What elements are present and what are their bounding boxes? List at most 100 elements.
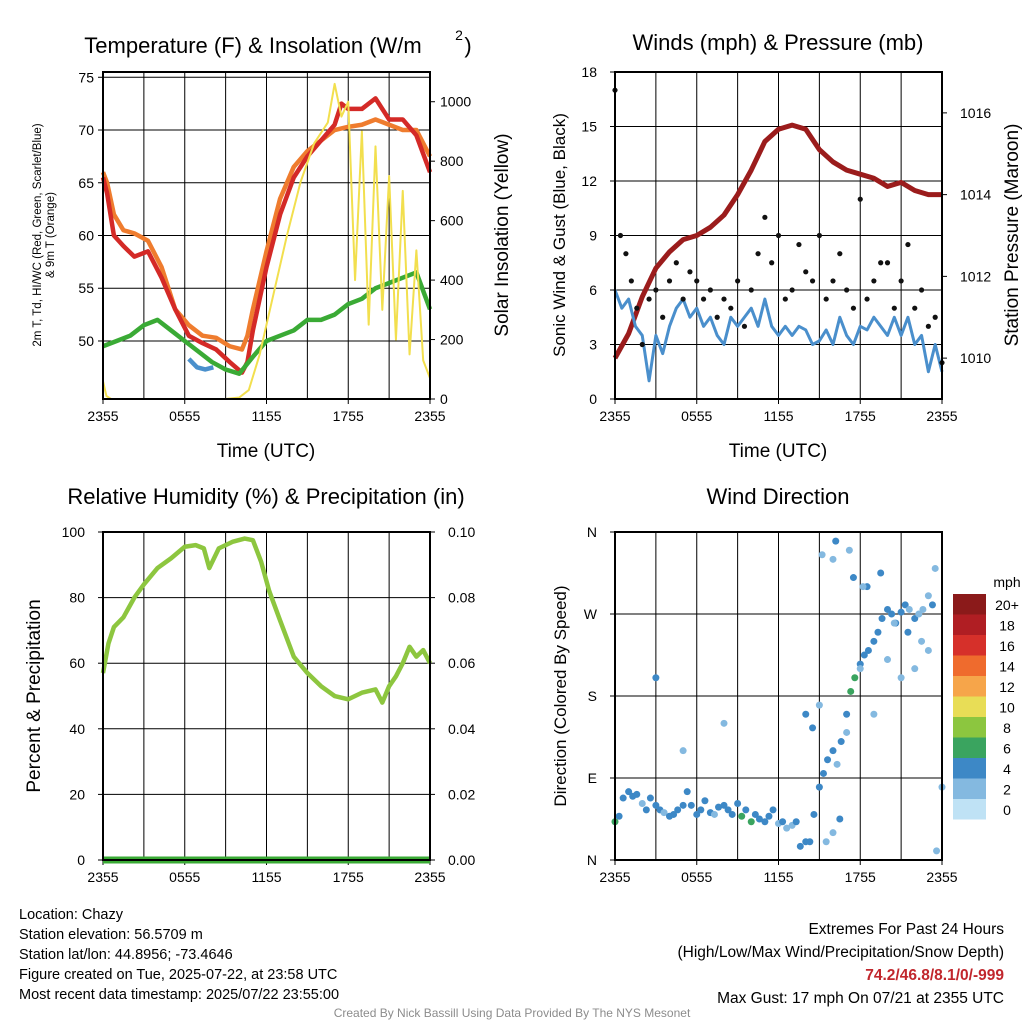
colorbar-swatch	[953, 635, 986, 656]
colorbar-label: 0	[1003, 802, 1011, 818]
temp-x-label: Time (UTC)	[217, 441, 316, 462]
wind-frame	[614, 71, 943, 400]
gust-point	[789, 287, 795, 293]
temp-y2-tick-label: 800	[440, 153, 464, 169]
wind-y-tick-label: 12	[581, 173, 597, 189]
direction-point	[755, 815, 763, 823]
direction-point	[924, 646, 932, 654]
colorbar-swatch	[953, 696, 986, 717]
rh-y-tick-label: 100	[62, 524, 86, 540]
direction-point	[652, 674, 660, 682]
direction-point	[884, 656, 891, 664]
rh-y-tick-label: 60	[69, 655, 85, 671]
direction-point	[619, 794, 627, 802]
gust-point	[735, 278, 741, 284]
wind-x-tick-label: 2355	[599, 408, 630, 424]
direction-point	[633, 790, 641, 798]
gust-point	[762, 214, 768, 220]
dir-y-tick-label: E	[588, 770, 597, 786]
direction-point	[888, 610, 896, 618]
direction-point	[836, 815, 844, 823]
gust-point	[878, 260, 884, 266]
gust-point	[803, 269, 809, 275]
direction-point	[660, 809, 668, 817]
gust-point	[694, 278, 700, 284]
rh-x-tick-label: 2355	[87, 869, 118, 885]
direction-point	[822, 838, 830, 846]
temp-x-tick-label: 1755	[333, 408, 364, 424]
direction-point	[933, 847, 941, 855]
direction-point	[819, 769, 827, 777]
direction-point	[874, 628, 882, 636]
direction-point	[646, 794, 654, 802]
gust-point	[864, 296, 870, 302]
colorbar-label: 8	[1003, 720, 1011, 736]
direction-point	[847, 687, 855, 695]
rh-x-tick-label: 2355	[414, 869, 445, 885]
gust-point	[932, 314, 938, 320]
temp-y-tick-label: 65	[78, 175, 94, 191]
direction-point	[859, 583, 867, 591]
temp-x-tick-label: 0555	[169, 408, 200, 424]
direction-point	[679, 747, 687, 755]
direction-point	[870, 637, 878, 645]
gust-point	[617, 232, 624, 239]
gust-point	[628, 278, 634, 284]
gust-point	[850, 305, 857, 311]
direction-point	[818, 551, 826, 559]
direction-point	[843, 710, 851, 718]
direction-point	[701, 797, 709, 805]
direction-point	[845, 546, 853, 554]
wind-y-tick-label: 0	[589, 391, 597, 407]
gust-point	[646, 296, 652, 302]
extremes-legend: (High/Low/Max Wind/Precipitation/Snow De…	[677, 944, 1005, 961]
gust-point	[898, 278, 904, 284]
wind-y-tick-label: 15	[581, 119, 597, 135]
direction-point	[802, 710, 810, 718]
elevation-text: Station elevation: 56.5709 m	[19, 927, 203, 943]
gust-point	[925, 323, 931, 329]
gust-point	[673, 260, 679, 266]
direction-point	[638, 800, 646, 808]
gust-point	[884, 260, 891, 266]
wind-y-tick-label: 6	[589, 282, 597, 298]
colorbar-label: 2	[1003, 782, 1011, 798]
direction-point	[747, 818, 755, 826]
gust-point	[653, 287, 659, 293]
direction-point	[728, 810, 736, 818]
pressure-line	[612, 122, 942, 360]
direction-point	[897, 674, 905, 682]
direction-point	[878, 615, 886, 623]
dir-x-tick-label: 1155	[763, 869, 793, 885]
direction-point	[693, 810, 701, 818]
temp-title-close: )	[464, 33, 471, 58]
dir-y-label: Direction (Colored By Speed)	[551, 585, 570, 806]
direction-point	[890, 619, 898, 627]
rh-y2-tick-label: 0.04	[448, 721, 475, 737]
dir-x-tick-label: 2355	[926, 869, 957, 885]
extremes-title: Extremes For Past 24 Hours	[808, 921, 1004, 938]
direction-point	[915, 610, 923, 618]
gust-point	[741, 323, 748, 329]
colorbar-label: 10	[999, 700, 1015, 716]
rh-y2-tick-label: 0.06	[448, 655, 475, 671]
colorbar-swatch	[953, 737, 986, 758]
direction-point	[715, 803, 723, 811]
gust-point	[844, 287, 850, 293]
direction-point	[710, 810, 718, 818]
direction-point	[918, 637, 926, 645]
gust-point	[769, 260, 775, 266]
gust-point	[905, 241, 911, 248]
credit-text: Created By Nick Bassill Using Data Provi…	[333, 1006, 691, 1020]
rh-y-tick-label: 80	[69, 590, 85, 606]
direction-point	[625, 788, 633, 796]
rh-chart: 2355 0555 1155 1755 23550204060801000.000.02…	[24, 484, 475, 885]
gust-point	[871, 278, 877, 284]
temp-y2-tick-label: 400	[440, 272, 464, 288]
temp-series-0	[100, 117, 432, 352]
rh-x-tick-label: 1755	[333, 869, 364, 885]
direction-point	[864, 646, 872, 654]
dir-y-tick-label: S	[588, 688, 597, 704]
direction-point	[670, 810, 678, 818]
